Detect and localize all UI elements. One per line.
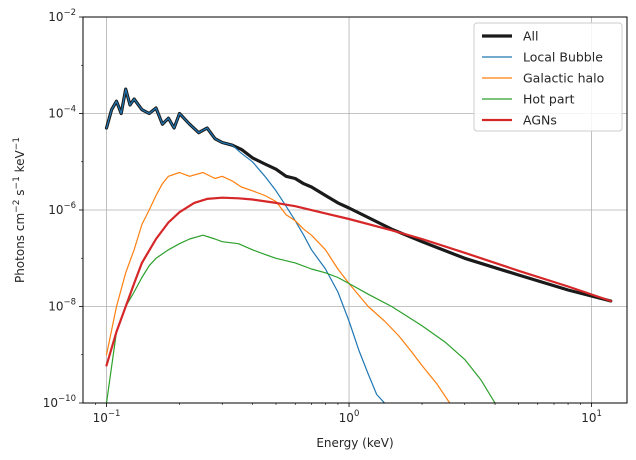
series-line-galactic-halo: [105, 171, 451, 403]
series-line-agns: [105, 196, 612, 367]
y-tick-label: 10−8: [48, 298, 76, 314]
x-tick-label: 101: [581, 409, 602, 425]
legend-label: All: [523, 29, 539, 44]
x-axis-label: Energy (keV): [316, 436, 393, 450]
legend-label: AGNs: [523, 113, 557, 128]
legend-label: Galactic halo: [523, 71, 604, 86]
x-tick-label: 100: [339, 409, 360, 425]
y-tick-label: 10−6: [48, 201, 76, 217]
y-tick-label: 10−10: [43, 394, 76, 410]
legend: All Local Bubble Galactic halo Hot part AGNs: [473, 22, 623, 132]
legend-box: [473, 22, 623, 132]
axis-ticks: 10−1 100 101 10−10 10−8 10−6 10−4 10−2: [43, 8, 602, 425]
series-line-hot-part: [105, 234, 496, 403]
legend-label: Hot part: [523, 92, 575, 107]
y-tick-label: 10−4: [48, 105, 76, 121]
y-tick-label: 10−2: [48, 8, 76, 24]
y-axis-label: Photons cm−2 s−1 keV−1: [12, 137, 27, 283]
x-tick-label: 10−1: [93, 409, 121, 425]
legend-label: Local Bubble: [523, 50, 603, 65]
series-line-local-bubble: [105, 88, 386, 403]
series-layer: [104, 87, 613, 403]
